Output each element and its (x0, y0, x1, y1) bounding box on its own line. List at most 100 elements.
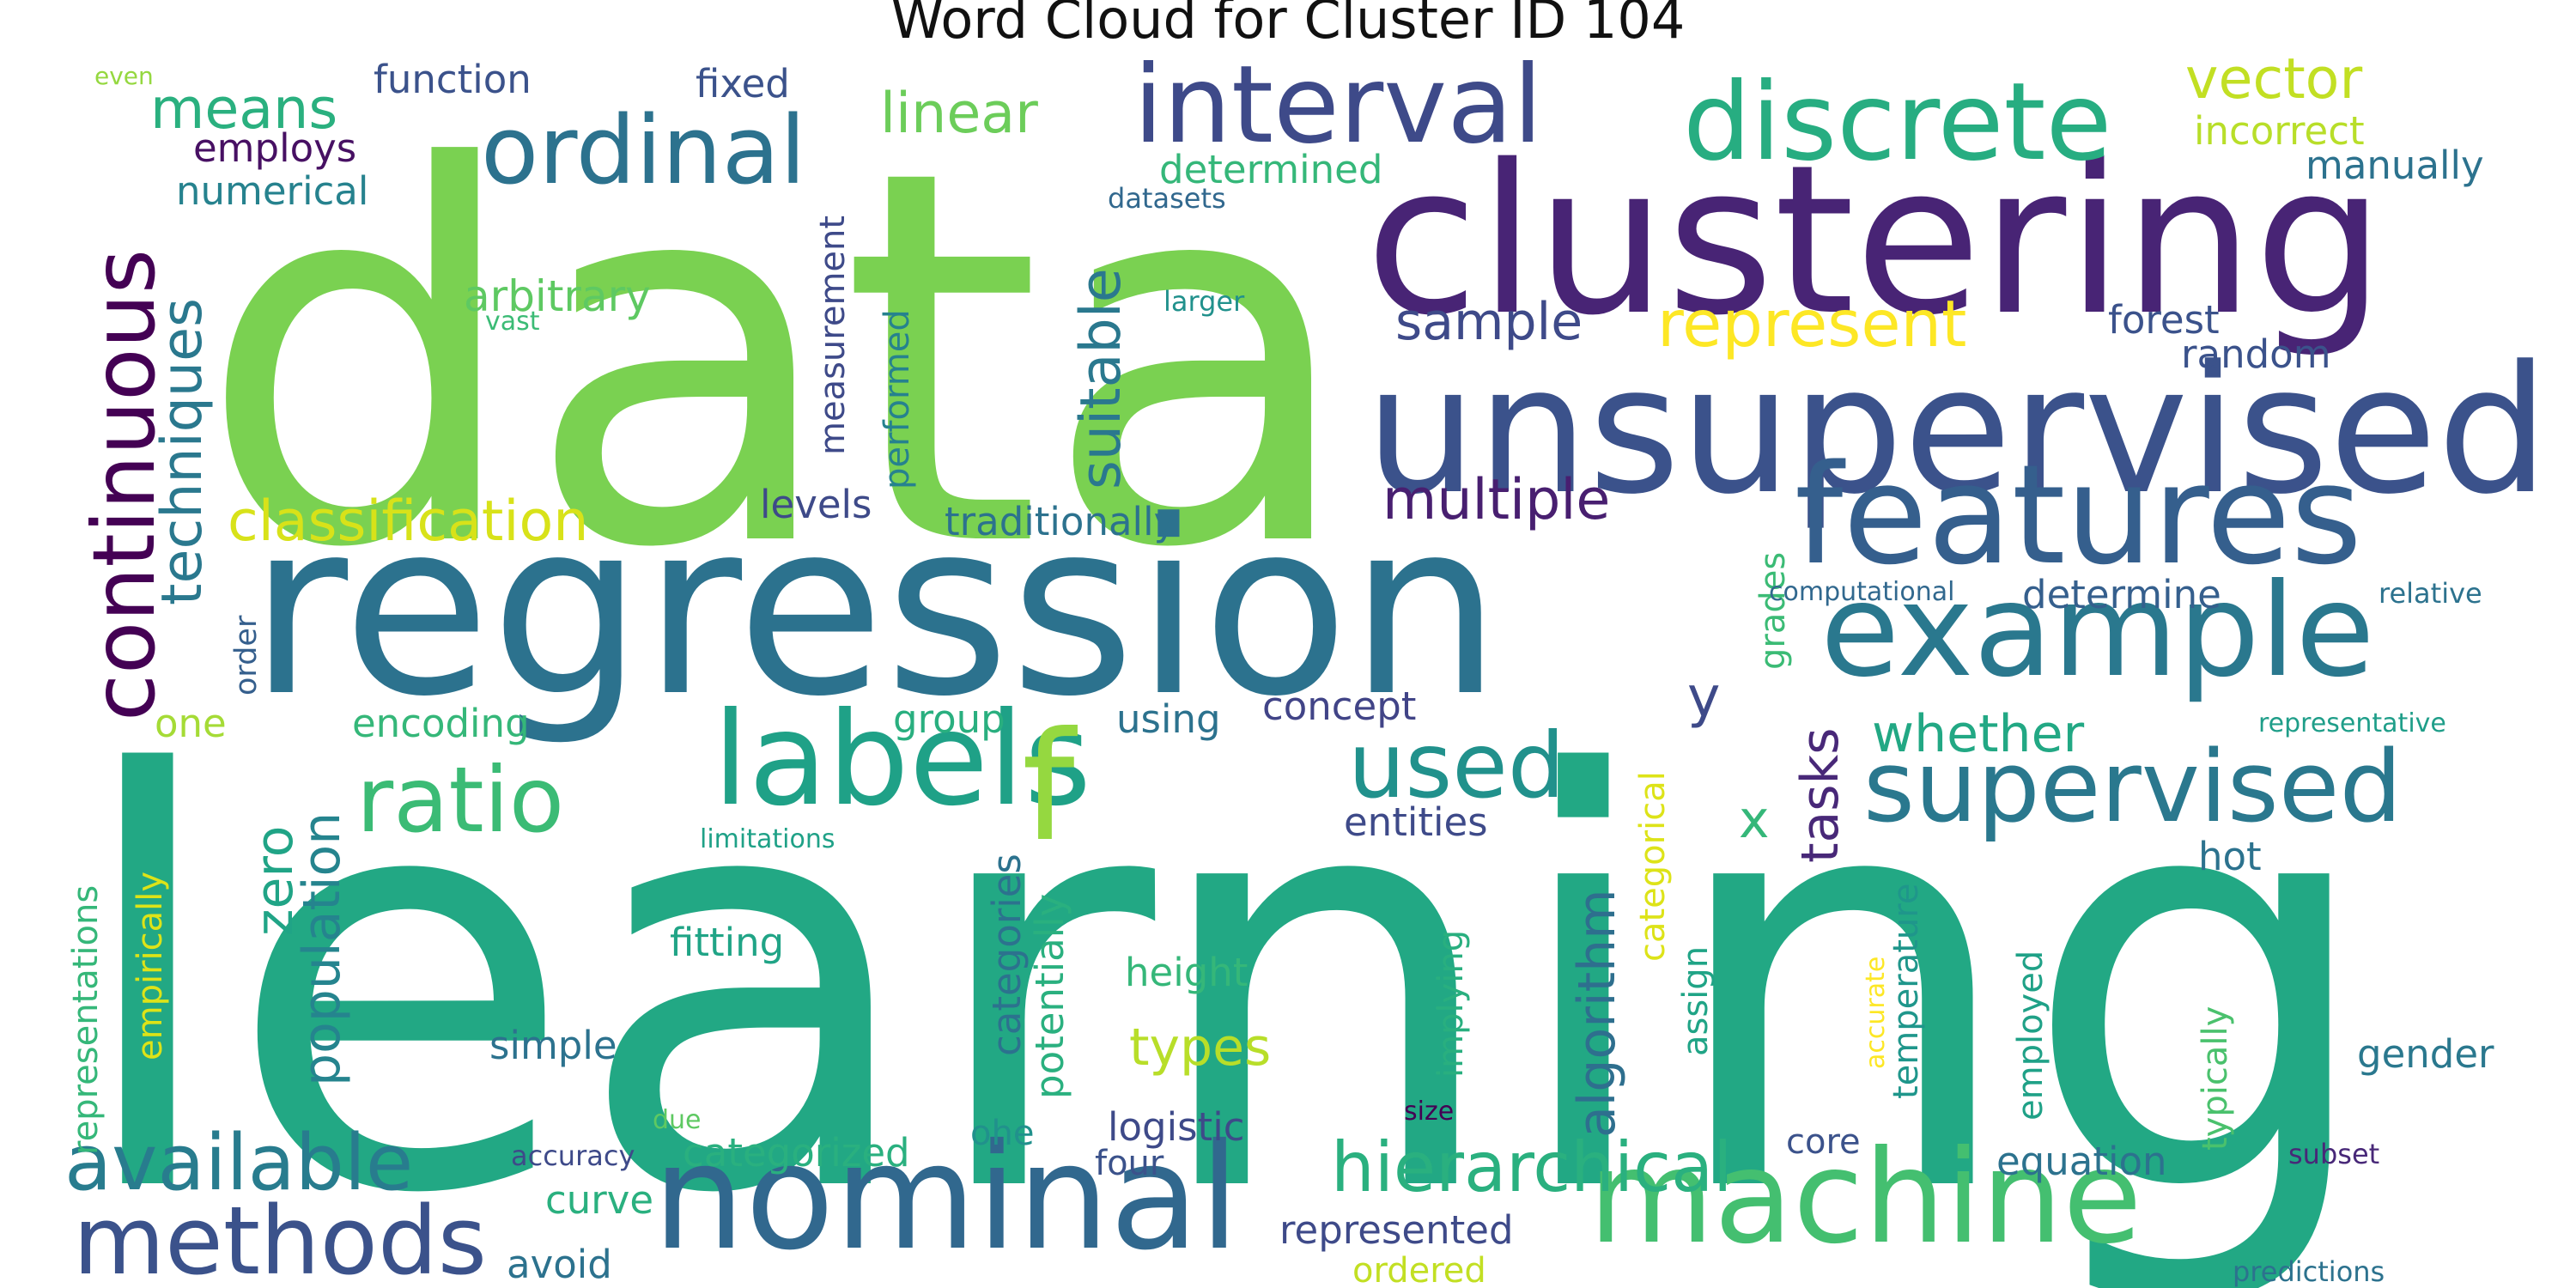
word-arbitrary: arbitrary (464, 271, 651, 321)
word-determined: determined (1159, 147, 1383, 192)
word-concept: concept (1262, 683, 1417, 729)
word-simple: simple (489, 1023, 617, 1068)
word-measurement: measurement (813, 215, 853, 455)
word-f: f (1022, 701, 1075, 875)
word-ohe: ohe (970, 1114, 1035, 1153)
word-methods: methods (73, 1186, 488, 1288)
word-employs: employs (193, 125, 357, 171)
word-datasets: datasets (1108, 182, 1226, 215)
word-fitting: fitting (670, 920, 785, 965)
word-determine: determine (2022, 572, 2221, 617)
word-predictions: predictions (2233, 1255, 2385, 1288)
word-gender: gender (2357, 1031, 2494, 1077)
word-core: core (1786, 1122, 1861, 1162)
word-whether: whether (1872, 704, 2085, 764)
word-computational: computational (1769, 577, 1955, 607)
word-implying: implying (1431, 929, 1471, 1078)
word-regression: regression (249, 470, 1502, 750)
word-typically: typically (2196, 1005, 2235, 1151)
word-entities: entities (1344, 799, 1488, 845)
word-means: means (150, 77, 338, 142)
word-linear: linear (880, 82, 1038, 146)
word-ordered: ordered (1352, 1251, 1486, 1288)
word-categorical: categorical (1633, 771, 1673, 962)
word-population: population (292, 811, 352, 1086)
word-fixed: fixed (696, 61, 790, 106)
word-relative: relative (2379, 577, 2482, 610)
word-y: y (1687, 665, 1721, 730)
word-traditionally: traditionally (945, 499, 1177, 544)
word-interval: interval (1133, 43, 1543, 167)
word-learning: learning (69, 657, 2381, 1288)
word-one: one (155, 701, 227, 746)
word-algorithm: algorithm (1567, 889, 1627, 1138)
word-manually: manually (2306, 143, 2484, 188)
word-represented: represented (1279, 1207, 1514, 1253)
word-example: example (1820, 556, 2375, 706)
word-equation: equation (1996, 1139, 2167, 1184)
word-vector: vector (2185, 47, 2363, 112)
word-used: used (1348, 714, 1565, 818)
word-empirically: empirically (131, 871, 170, 1060)
word-numerical: numerical (176, 168, 369, 214)
word-suitable: suitable (1069, 268, 1133, 489)
chart-title: Word Cloud for Cluster ID 104 (890, 0, 1686, 51)
word-types: types (1129, 1018, 1272, 1078)
word-height: height (1125, 950, 1249, 995)
word-representative: representative (2258, 708, 2446, 738)
word-random: random (2181, 331, 2331, 377)
word-machine: machine (1589, 1123, 2142, 1273)
word-ratio: ratio (356, 748, 565, 853)
word-assign: assign (1676, 945, 1716, 1056)
word-representations: representations (66, 884, 106, 1155)
word-tasks: tasks (1790, 727, 1850, 863)
word-potentially: potentially (1027, 893, 1072, 1099)
word-larger: larger (1163, 285, 1245, 318)
word-curve: curve (545, 1177, 654, 1223)
word-clustering: clustering (1365, 120, 2385, 361)
word-x: x (1739, 790, 1770, 850)
word-using: using (1116, 696, 1221, 742)
word-size: size (1404, 1097, 1455, 1127)
word-ordinal: ordinal (481, 95, 806, 205)
word-grades: grades (1753, 551, 1793, 670)
word-multiple: multiple (1382, 468, 1611, 532)
word-due: due (653, 1105, 702, 1135)
word-techniques: techniques (150, 298, 215, 605)
word-labels: labels (713, 685, 1091, 835)
word-vast: vast (485, 307, 540, 337)
word-incorrect: incorrect (2194, 108, 2365, 154)
word-classification: classification (228, 489, 589, 554)
word-unsupervised: unsupervised (1365, 329, 2549, 533)
word-supervised: supervised (1863, 730, 2403, 845)
word-data: data (197, 60, 1358, 660)
word-accuracy: accuracy (511, 1139, 635, 1172)
word-available: available (64, 1118, 414, 1208)
word-represent: represent (1657, 286, 1967, 361)
word-features: features (1795, 434, 2363, 595)
word-order: order (229, 615, 264, 696)
word-categories: categories (984, 854, 1030, 1056)
word-encoding: encoding (352, 701, 530, 746)
word-accurate: accurate (1861, 956, 1891, 1069)
word-function: function (374, 57, 532, 102)
word-even: even (94, 62, 154, 90)
word-hot: hot (2198, 834, 2262, 879)
word-hierarchical: hierarchical (1331, 1127, 1733, 1207)
word-sample: sample (1395, 292, 1583, 352)
word-employed: employed (2011, 950, 2050, 1121)
word-levels: levels (760, 482, 872, 527)
word-four: four (1095, 1144, 1164, 1183)
word-categorized: categorized (683, 1130, 910, 1176)
word-subset: subset (2288, 1138, 2380, 1170)
word-nominal: nominal (653, 1113, 1240, 1283)
word-limitations: limitations (700, 824, 835, 854)
word-avoid: avoid (507, 1242, 612, 1287)
word-discrete: discrete (1683, 60, 2112, 185)
word-forest: forest (2108, 297, 2220, 343)
word-performed: performed (878, 309, 917, 489)
word-temperature: temperature (1886, 883, 1926, 1099)
word-group: group (893, 696, 1005, 742)
